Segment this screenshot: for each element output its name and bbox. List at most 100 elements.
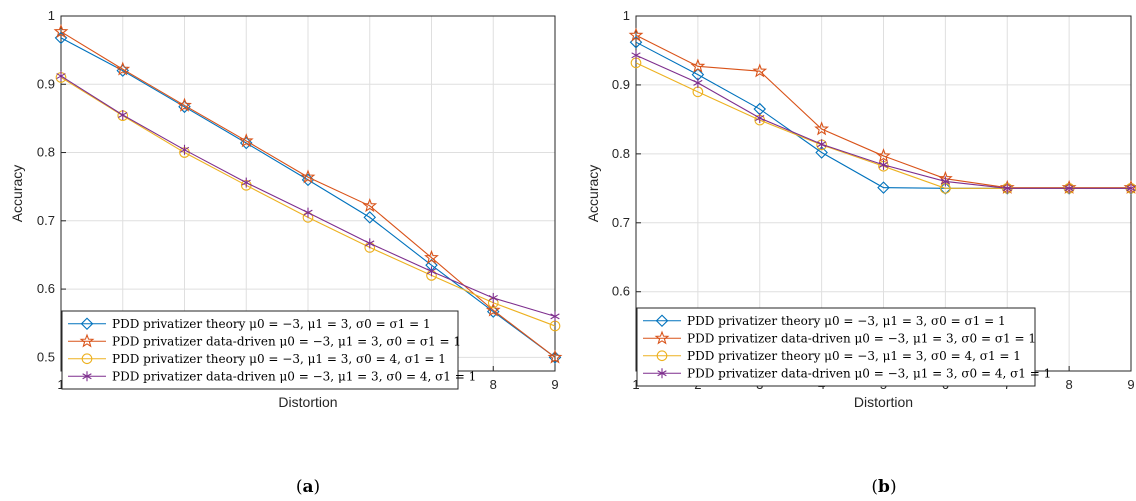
legend-entry: PDD privatizer theory μ0 = −3, μ1 = 3, σ…	[112, 317, 431, 331]
caption-open: (	[296, 477, 303, 497]
data-point-asterisk	[693, 77, 703, 88]
data-point-star	[53, 23, 69, 38]
y-tick-label: 0.8	[37, 145, 55, 160]
data-point-asterisk	[1126, 183, 1136, 194]
y-tick-label: 0.6	[612, 284, 630, 299]
legend: PDD privatizer theory μ0 = −3, μ1 = 3, σ…	[61, 310, 476, 390]
asterisk-stroke	[693, 79, 703, 86]
asterisk-stroke	[488, 294, 498, 301]
legend-swatch-marker	[657, 368, 667, 379]
legend-swatch-marker	[79, 333, 95, 348]
chart-panel-a: 1234567890.50.60.70.80.91DistortionAccur…	[9, 8, 563, 497]
caption-open: (	[871, 477, 878, 497]
data-point-asterisk	[817, 139, 827, 150]
data-point-asterisk	[56, 71, 66, 82]
y-tick-label: 0.5	[37, 349, 55, 364]
x-axis-label: Distortion	[278, 394, 337, 410]
legend-entry: PDD privatizer theory μ0 = −3, μ1 = 3, σ…	[112, 352, 446, 366]
asterisk-stroke	[241, 179, 251, 186]
legend-box	[636, 307, 1036, 387]
y-tick-label: 0.6	[37, 281, 55, 296]
y-tick-label: 0.9	[37, 76, 55, 91]
x-axis-label: Distortion	[854, 394, 913, 410]
legend-swatch-marker	[81, 353, 93, 365]
y-axis-label: Accuracy	[585, 165, 601, 223]
data-point-asterisk	[878, 159, 889, 170]
legend-swatch-marker	[82, 371, 92, 382]
data-point-asterisk	[1002, 183, 1012, 194]
x-tick-label: 1	[632, 377, 639, 392]
data-point-star	[628, 27, 644, 42]
data-point-asterisk	[118, 109, 128, 120]
asterisk-stroke	[550, 313, 560, 320]
y-tick-label: 0.7	[612, 215, 630, 230]
y-axis-label: Accuracy	[9, 165, 25, 223]
asterisk-stroke	[657, 370, 667, 377]
legend-entry: PDD privatizer data-driven μ0 = −3, μ1 =…	[687, 366, 1051, 380]
data-point-diamond	[363, 211, 377, 224]
data-point-star	[690, 58, 706, 73]
asterisk-stroke	[365, 240, 375, 247]
y-tick-label: 1	[48, 8, 55, 23]
panel-caption: (a)	[296, 477, 320, 497]
data-point-star	[300, 169, 316, 184]
caption-close: )	[314, 477, 321, 497]
x-tick-label: 8	[1066, 377, 1073, 392]
data-point-asterisk	[940, 176, 950, 187]
legend-entry: PDD privatizer data-driven μ0 = −3, μ1 =…	[112, 369, 476, 383]
y-tick-label: 1	[623, 8, 630, 23]
data-point-star	[814, 121, 830, 136]
data-point-diamond	[301, 173, 315, 187]
data-point-asterisk	[303, 207, 313, 218]
asterisk-stroke	[1064, 185, 1074, 192]
chart-panel-b: 1234567890.60.70.80.91DistortionAccuracy…	[585, 8, 1136, 497]
x-tick-label: 1	[57, 377, 64, 392]
legend-entry: PDD privatizer data-driven μ0 = −3, μ1 =…	[687, 331, 1036, 345]
data-point-star	[362, 198, 378, 213]
data-point-star	[547, 349, 563, 364]
x-tick-label: 9	[1127, 377, 1134, 392]
x-tick-label: 8	[490, 377, 497, 392]
series-1	[53, 23, 563, 364]
legend-box	[61, 310, 459, 390]
asterisk-stroke	[878, 161, 889, 168]
legend-entry: PDD privatizer theory μ0 = −3, μ1 = 3, σ…	[687, 349, 1021, 363]
legend-swatch-marker	[655, 314, 669, 328]
asterisk-stroke	[940, 178, 950, 185]
asterisk-stroke	[755, 115, 765, 121]
asterisk-stroke	[56, 73, 66, 80]
legend-entry: PDD privatizer data-driven μ0 = −3, μ1 =…	[112, 334, 461, 348]
data-point-asterisk	[550, 311, 560, 322]
asterisk-stroke	[118, 112, 128, 118]
data-point-asterisk	[179, 144, 190, 155]
legend-entry: PDD privatizer theory μ0 = −3, μ1 = 3, σ…	[687, 314, 1006, 328]
data-point-asterisk	[631, 50, 641, 61]
legend: PDD privatizer theory μ0 = −3, μ1 = 3, σ…	[636, 307, 1051, 387]
asterisk-stroke	[817, 141, 827, 148]
panel-caption: (b)	[871, 477, 896, 497]
legend-swatch-marker	[80, 317, 94, 331]
series-3	[56, 71, 560, 322]
data-point-asterisk	[426, 266, 437, 277]
legend-swatch-marker	[656, 350, 668, 362]
data-point-asterisk	[488, 292, 498, 303]
data-point-star	[238, 133, 254, 148]
data-point-asterisk	[755, 113, 765, 124]
y-tick-label: 0.9	[612, 77, 630, 92]
caption-letter: a	[302, 477, 313, 497]
asterisk-stroke	[82, 373, 92, 380]
legend-swatch-marker	[654, 330, 670, 345]
data-point-star	[115, 61, 131, 76]
data-point-asterisk	[241, 177, 251, 188]
x-tick-label: 9	[551, 377, 558, 392]
data-point-star	[752, 63, 768, 78]
data-point-diamond	[815, 146, 828, 159]
caption-close: )	[890, 477, 897, 497]
asterisk-stroke	[1126, 185, 1136, 192]
data-point-star	[424, 249, 439, 264]
data-point-asterisk	[365, 238, 375, 249]
asterisk-stroke	[631, 52, 641, 59]
y-tick-label: 0.7	[37, 213, 55, 228]
data-point-asterisk	[1064, 183, 1074, 194]
